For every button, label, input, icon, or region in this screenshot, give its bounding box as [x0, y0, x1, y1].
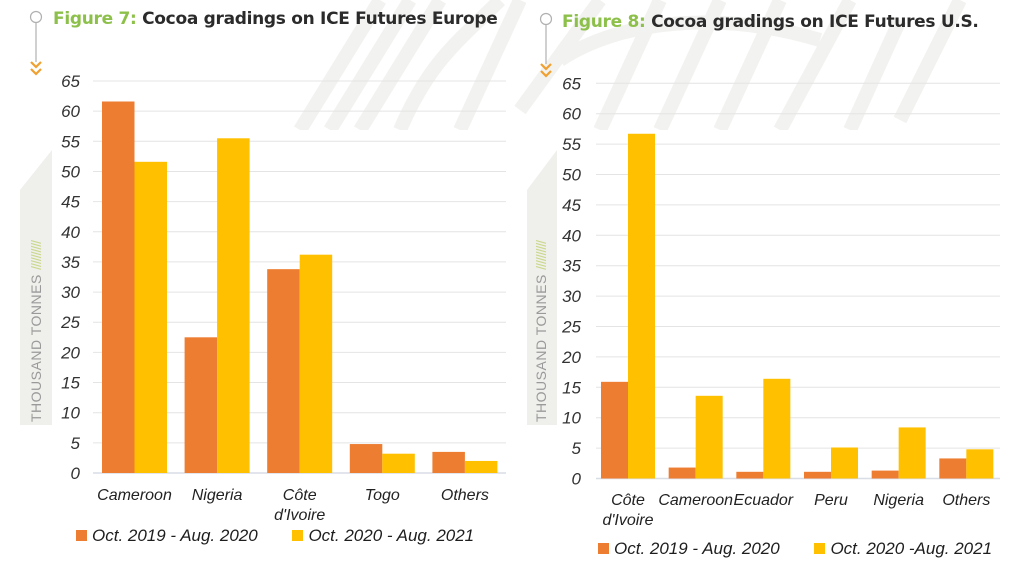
bar-series-2: [898, 427, 926, 479]
y-tick-label: 40: [61, 223, 80, 242]
y-tick-label: 65: [562, 74, 581, 93]
y-tick-label: 55: [61, 132, 80, 151]
figure-8-title-text: Cocoa gradings on ICE Futures U.S.: [651, 12, 979, 32]
x-category-label: Nigeria: [873, 492, 924, 509]
y-tick-label: 15: [61, 374, 80, 393]
bar-series-2: [464, 460, 498, 473]
y-tick-label: 0: [572, 470, 582, 489]
y-tick-label: 5: [71, 434, 81, 453]
x-category-label: Cameroon: [658, 492, 733, 509]
x-category-label: d'Ivoire: [274, 507, 325, 524]
bar-series-2: [763, 378, 791, 479]
bar-series-2: [134, 161, 167, 473]
bar-series-2: [966, 449, 994, 479]
y-tick-label: 50: [61, 162, 80, 181]
y-tick-label: 20: [60, 343, 80, 362]
x-category-label: Côte: [611, 492, 645, 509]
x-category-label: d'Ivoire: [602, 512, 653, 529]
bar-series-2: [628, 133, 655, 479]
x-category-label: Others: [942, 492, 990, 509]
y-tick-label: 30: [61, 283, 80, 302]
legend-item-series-1: Oct. 2019 - Aug. 2020: [598, 539, 780, 558]
y-tick-label: 35: [562, 257, 581, 276]
legend-item-series-2: Oct. 2020 - Aug. 2021: [292, 526, 474, 545]
legend-figure-7: Oct. 2019 - Aug. 2020 Oct. 2020 - Aug. 2…: [76, 526, 504, 546]
bar-series-1: [668, 467, 696, 479]
legend-figure-8: Oct. 2019 - Aug. 2020 Oct. 2020 -Aug. 20…: [598, 539, 1022, 559]
legend-swatch-yellow: [292, 530, 304, 541]
y-tick-label: 10: [61, 404, 80, 423]
y-tick-label: 45: [562, 196, 581, 215]
y-tick-label: 35: [61, 253, 80, 272]
bar-series-1: [939, 458, 967, 479]
legend-swatch-yellow: [814, 543, 826, 554]
y-tick-label: 15: [562, 378, 581, 397]
figure-8-number: Figure 8:: [562, 12, 646, 32]
bar-series-2: [299, 254, 333, 473]
y-tick-label: 20: [561, 348, 581, 367]
bar-series-1: [267, 269, 300, 473]
bar-series-2: [831, 447, 858, 479]
y-tick-label: 65: [61, 72, 80, 91]
legend-label: Oct. 2019 - Aug. 2020: [92, 526, 258, 545]
y-tick-label: 55: [562, 135, 581, 154]
legend-label: Oct. 2020 - Aug. 2021: [308, 526, 475, 545]
y-tick-label: 50: [562, 166, 581, 185]
y-tick-label: 10: [562, 409, 581, 428]
y-tick-label: 25: [60, 313, 80, 332]
bar-series-1: [736, 471, 764, 479]
legend-label: Oct. 2020 -Aug. 2021: [830, 539, 993, 558]
bar-series-2: [695, 395, 723, 479]
bar-series-1: [349, 444, 383, 473]
bar-series-1: [871, 470, 899, 479]
y-tick-label: 5: [572, 439, 582, 458]
legend-label: Oct. 2019 - Aug. 2020: [614, 539, 780, 558]
bar-series-1: [432, 451, 465, 473]
legend-item-series-1: Oct. 2019 - Aug. 2020: [76, 526, 258, 545]
legend-item-series-2: Oct. 2020 -Aug. 2021: [814, 539, 992, 558]
bar-series-1: [102, 101, 135, 474]
ylabel-band: [527, 150, 557, 425]
x-category-label: Peru: [814, 492, 848, 509]
bar-series-1: [601, 381, 628, 479]
x-category-label: Ecuador: [734, 492, 794, 509]
bar-series-1: [184, 337, 218, 473]
figure-7-number: Figure 7:: [53, 9, 137, 29]
x-category-label: Cameroon: [97, 487, 172, 504]
x-category-label: Nigeria: [192, 487, 243, 504]
figure-7-title: Figure 7: Cocoa gradings on ICE Futures …: [53, 9, 498, 29]
figure-7-title-text: Cocoa gradings on ICE Futures Europe: [142, 9, 498, 29]
y-tick-label: 25: [561, 318, 581, 337]
y-tick-label: 30: [562, 287, 581, 306]
x-category-label: Togo: [365, 487, 400, 504]
bar-series-2: [217, 138, 250, 474]
y-tick-label: 45: [61, 193, 80, 212]
ylabel-band: [20, 150, 52, 425]
circle-arrow-down-icon: [539, 12, 553, 78]
y-tick-label: 0: [71, 464, 81, 483]
background-decoration: [294, 0, 967, 130]
y-tick-label: 60: [61, 102, 80, 121]
legend-swatch-orange: [76, 530, 87, 541]
bar-series-2: [382, 453, 415, 473]
x-category-label: Côte: [283, 487, 317, 504]
legend-swatch-orange: [598, 543, 609, 554]
bar-series-1: [804, 471, 831, 479]
x-category-label: Others: [441, 487, 489, 504]
y-tick-label: 40: [562, 226, 581, 245]
figure-8-title: Figure 8: Cocoa gradings on ICE Futures …: [562, 12, 979, 32]
circle-arrow-down-icon: [29, 10, 43, 76]
y-tick-label: 60: [562, 105, 581, 124]
